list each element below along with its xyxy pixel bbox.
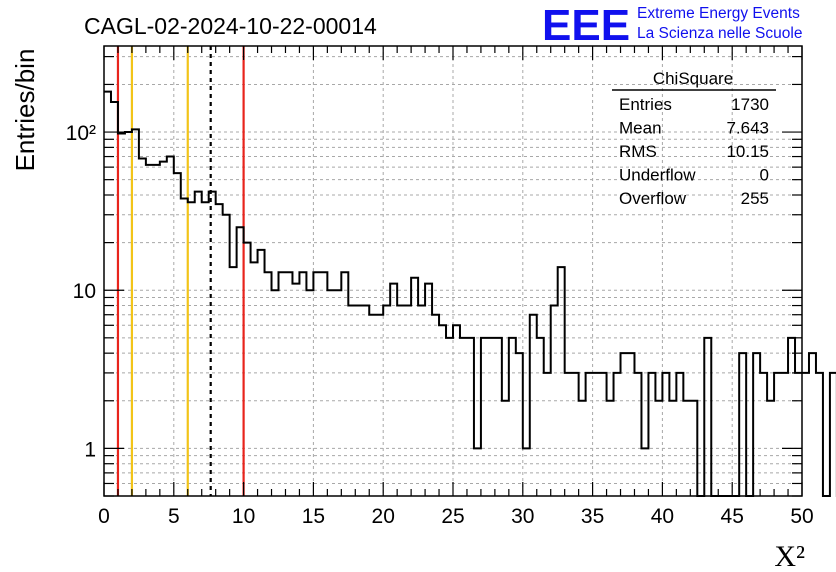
x-tick-label: 15 xyxy=(302,505,325,528)
chart-title: CAGL-02-2024-10-22-00014 xyxy=(84,13,377,39)
x-tick-label: 0 xyxy=(98,505,110,528)
stats-row-value: 1730 xyxy=(731,95,769,114)
stats-rows: Entries 1730 Mean 7.643 RMS 10.15 Underflow 0 Ov… xyxy=(619,95,769,208)
x-tick-label: 50 xyxy=(790,505,813,528)
stats-box: ChiSquare Entries 1730 Mean 7.643 RMS 10.15 Un… xyxy=(612,69,776,208)
stats-row-label: Overflow xyxy=(619,189,687,208)
logo-line-1: Extreme Energy Events xyxy=(637,5,800,22)
logo-mark: EEE xyxy=(542,1,630,50)
x-tick-label: 10 xyxy=(232,505,255,528)
stats-row-label: RMS xyxy=(619,142,657,161)
x-tick-label: 5 xyxy=(168,505,180,528)
histogram xyxy=(104,90,836,497)
stats-title: ChiSquare xyxy=(653,69,733,88)
y-tick-label: 10² xyxy=(66,122,96,145)
x-tick-label: 30 xyxy=(511,505,534,528)
x-tick-label: 25 xyxy=(441,505,464,528)
y-axis-label: Entries/bin xyxy=(10,49,40,172)
x-axis-label: X² xyxy=(774,540,805,572)
stats-row-value: 7.643 xyxy=(726,119,769,138)
histogram-series xyxy=(104,90,836,497)
stats-row-value: 10.15 xyxy=(726,142,769,161)
stats-row-value: 0 xyxy=(760,166,769,185)
x-tick-label: 20 xyxy=(372,505,395,528)
x-tick-label: 40 xyxy=(651,505,674,528)
logo-line-2: La Scienza nelle Scuole xyxy=(637,25,802,42)
axis-ticks: 0 5 10 15 20 25 30 35 40 45 50 1 10 10² xyxy=(66,46,814,528)
x-tick-label: 35 xyxy=(581,505,604,528)
eee-logo: EEE Extreme Energy Events La Scienza nel… xyxy=(542,1,802,50)
marker-lines xyxy=(116,46,245,496)
stats-row-value: 255 xyxy=(741,189,769,208)
y-tick-label: 10 xyxy=(73,280,96,303)
stats-row-label: Underflow xyxy=(619,166,696,185)
x-tick-label: 45 xyxy=(721,505,744,528)
stats-row-label: Entries xyxy=(619,95,672,114)
y-tick-label: 1 xyxy=(84,438,96,461)
grid xyxy=(104,46,802,496)
stats-row-label: Mean xyxy=(619,119,662,138)
